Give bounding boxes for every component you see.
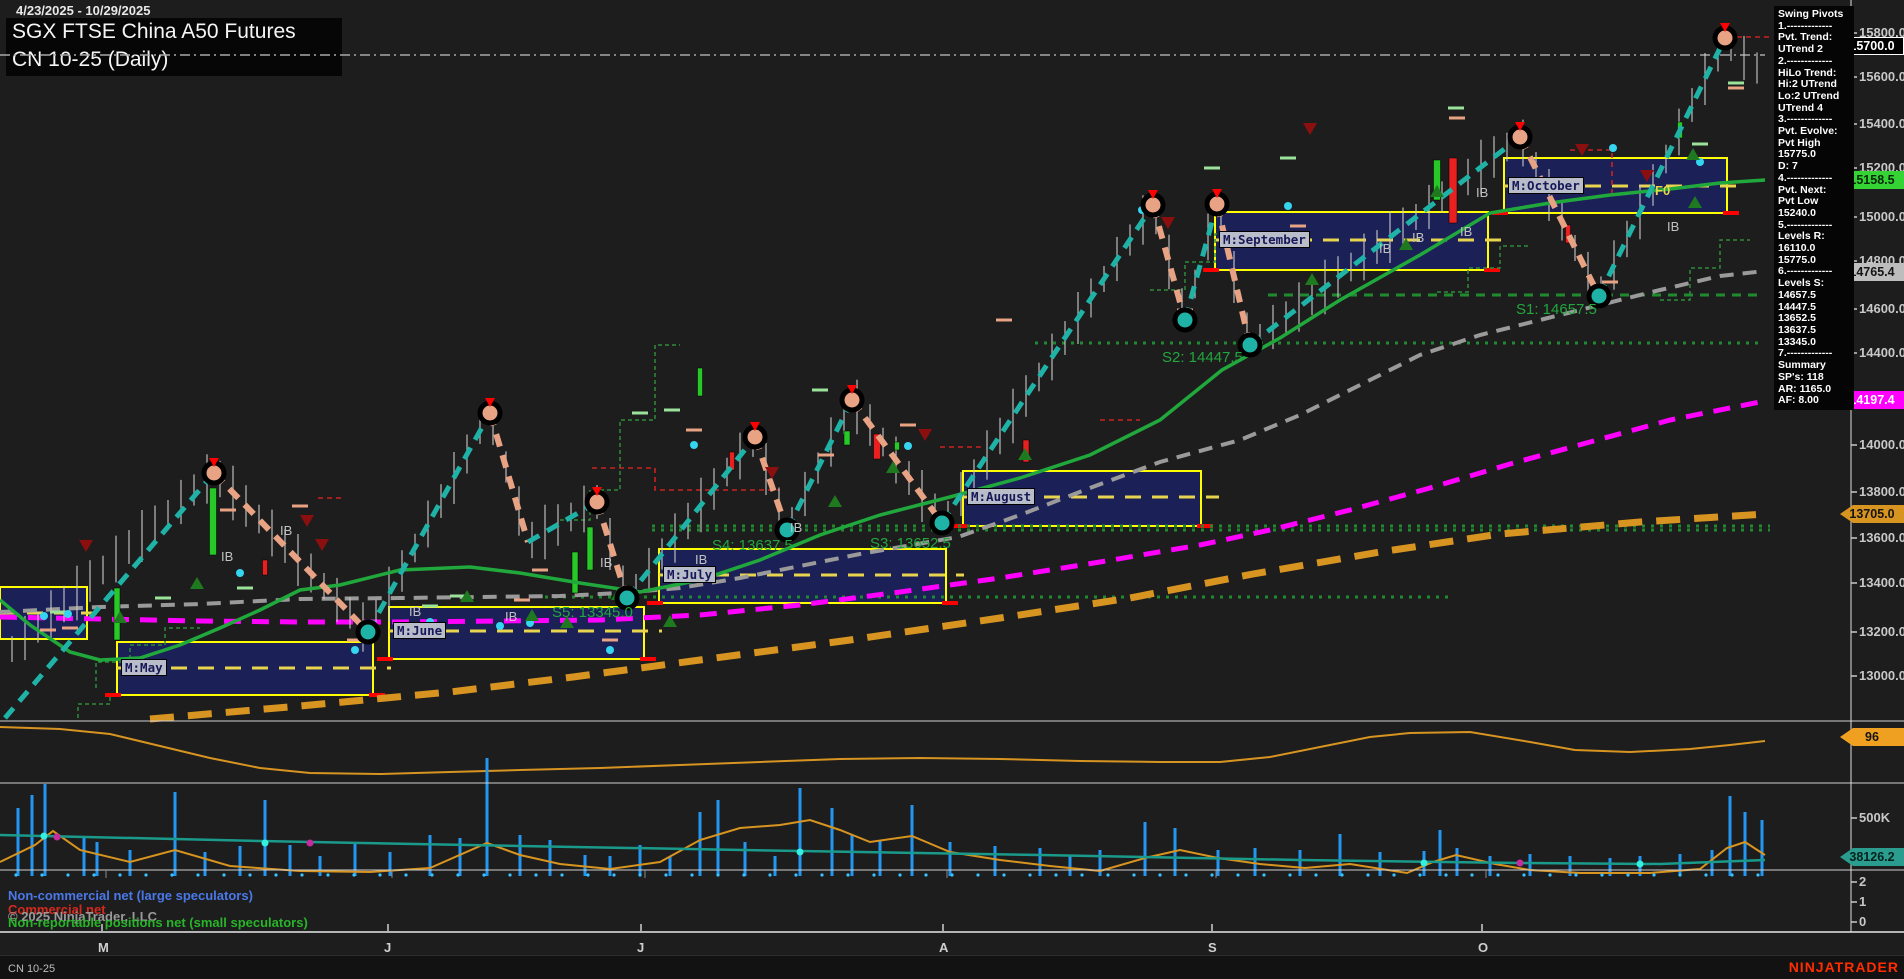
swing-low-marker bbox=[355, 619, 381, 645]
instrument-title: SGX FTSE China A50 Futures bbox=[12, 20, 296, 43]
contract-title: CN 10-25 (Daily) bbox=[12, 48, 169, 71]
swing-low-marker bbox=[929, 510, 955, 536]
status-instrument: CN 10-25 bbox=[8, 963, 56, 975]
ninjatrader-logo: NINJATRADER bbox=[1788, 959, 1899, 975]
date-range: 4/23/2025 - 10/29/2025 bbox=[16, 3, 151, 18]
swing-low-marker bbox=[1586, 283, 1612, 309]
status-bar: CN 10-25 NINJATRADER bbox=[0, 955, 1904, 979]
swing-low-marker bbox=[1172, 307, 1198, 333]
swing-low-marker bbox=[1237, 332, 1263, 358]
chart-title-box: SGX FTSE China A50 Futures CN 10-25 (Dai… bbox=[6, 18, 342, 76]
swing-low-marker bbox=[774, 517, 800, 543]
swing-low-marker bbox=[614, 585, 640, 611]
month-range-box bbox=[388, 606, 645, 660]
